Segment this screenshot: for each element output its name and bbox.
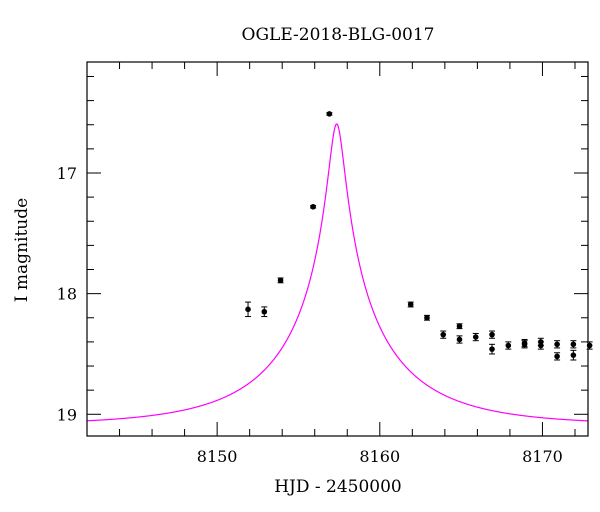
data-marker [570,352,577,358]
data-marker [538,342,544,349]
plot-frame [86,61,589,437]
data-point [489,330,496,339]
data-point [489,343,496,355]
data-marker [261,308,268,315]
x-tick-label: 8150 [197,447,238,466]
data-marker [570,341,577,348]
data-marker [456,323,463,330]
x-axis-label: HJD - 2450000 [274,477,402,497]
data-marker [554,341,560,348]
y-axis-label: I magnitude [12,198,32,302]
data-marker [424,314,430,321]
data-point [521,340,528,349]
data-point [310,203,317,210]
y-tick-label: 17 [57,164,77,183]
x-tick-label: 8160 [359,447,400,466]
data-point [245,301,252,318]
axes-frame: 8150 8160 8170 17 18 19 [57,61,589,466]
model-curve-layer [87,123,588,422]
data-marker [277,277,284,284]
chart-title: OGLE-2018-BLG-0017 [242,25,435,45]
data-point [554,352,561,361]
data-point [456,335,463,344]
data-point [326,111,333,117]
data-points-layer [245,111,593,361]
plot-area [87,111,593,422]
data-point [505,341,512,350]
data-marker [505,342,512,349]
data-point [456,323,463,330]
data-marker [489,346,495,352]
x-tick-label: 8170 [522,447,563,466]
data-marker [407,301,414,308]
data-point [472,332,479,342]
data-marker [310,203,316,210]
y-tick-label: 18 [57,285,77,304]
data-point [440,330,447,339]
y-tick-label: 19 [57,405,77,424]
data-marker [489,331,495,338]
data-marker [440,331,447,338]
data-marker [326,111,333,117]
data-point [277,277,284,284]
data-marker [554,353,560,360]
data-marker [521,341,528,348]
data-point [537,341,544,350]
model-curve [87,123,588,422]
data-marker [245,306,251,313]
data-point [554,340,561,349]
data-point [423,314,430,321]
data-point [407,301,414,308]
data-point [261,306,268,318]
data-marker [456,336,463,343]
data-marker [472,334,479,340]
data-point [570,340,577,349]
data-point [570,349,577,361]
